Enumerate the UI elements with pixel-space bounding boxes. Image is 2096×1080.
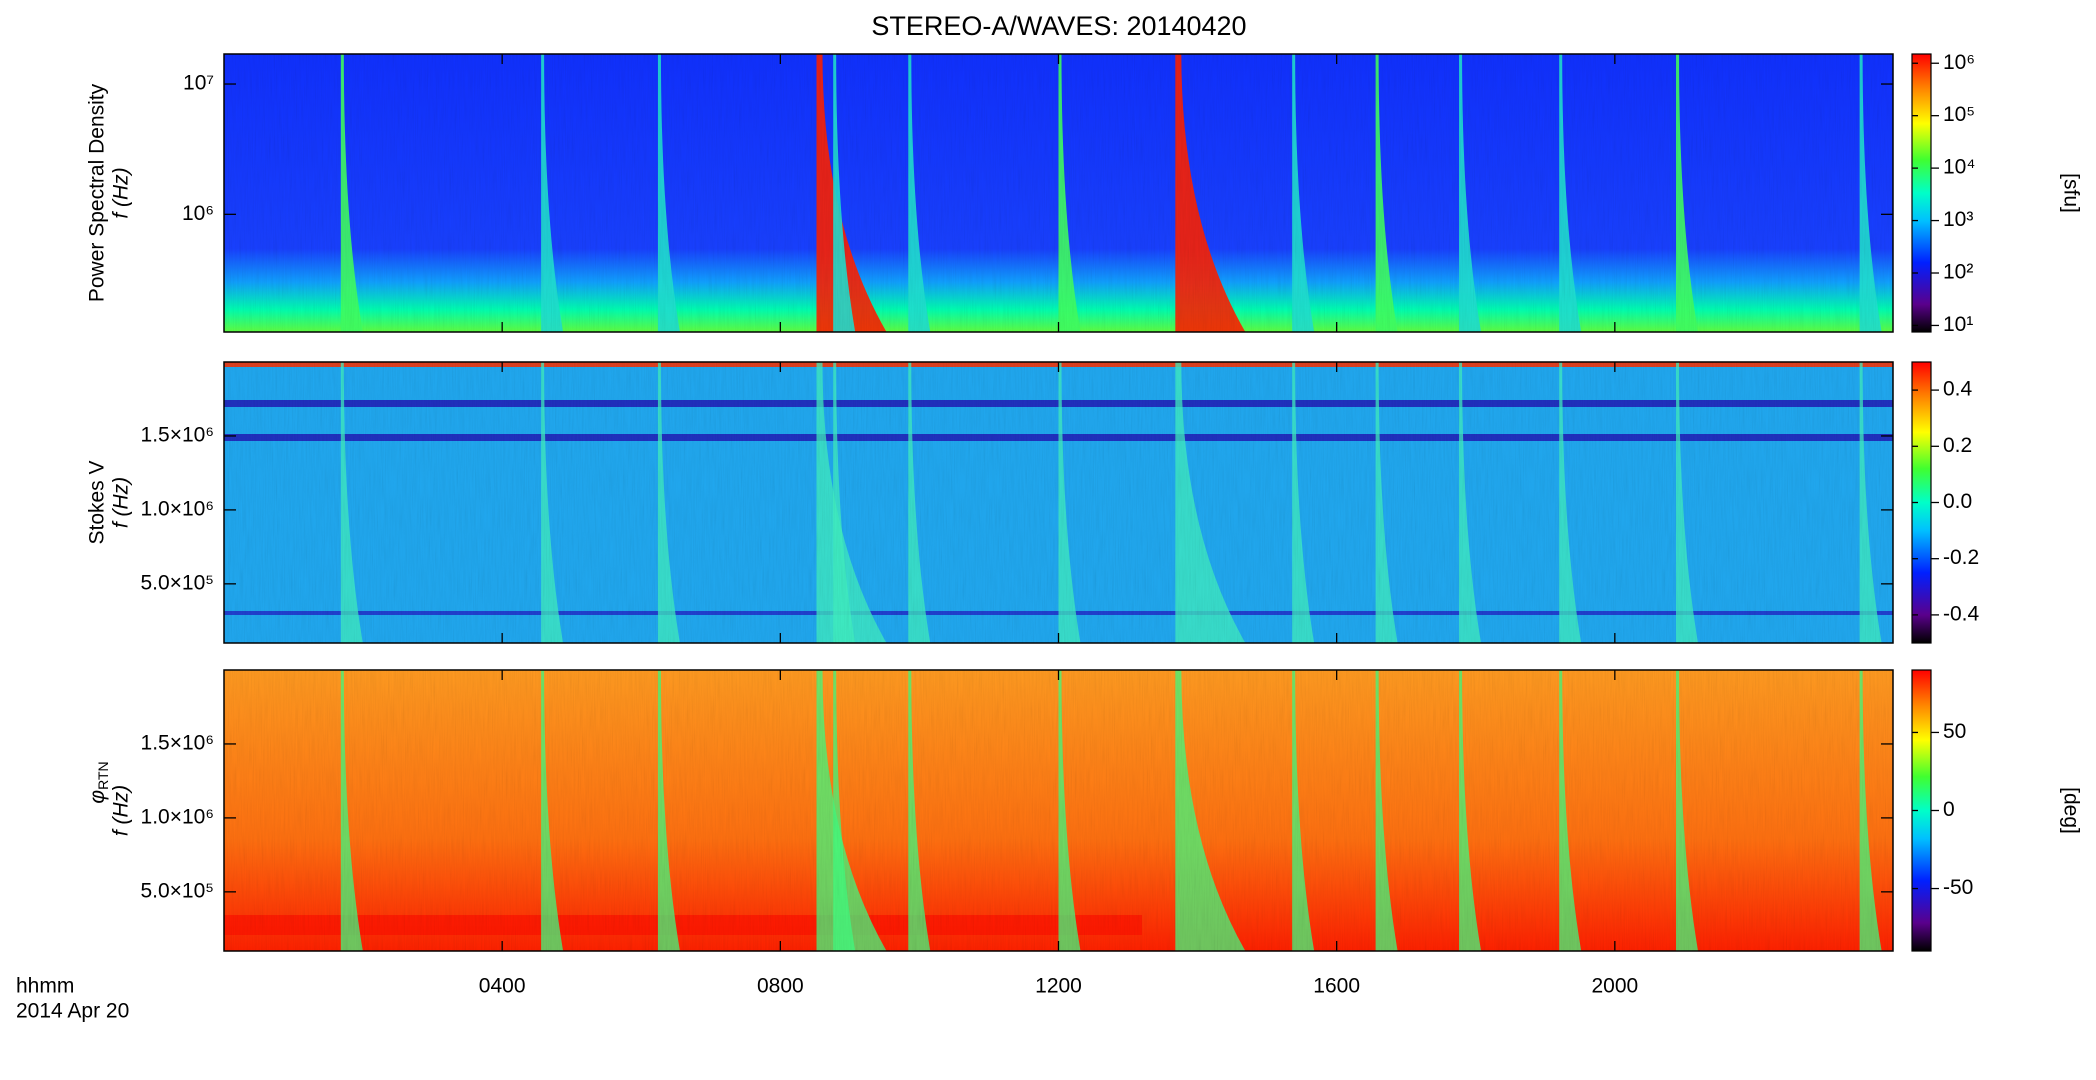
y-axis-symbol: φ xyxy=(86,790,109,804)
colorbar-label: [deg] xyxy=(2059,787,2082,834)
y-axis-unit: f (Hz) xyxy=(110,477,133,528)
texture xyxy=(224,54,1893,332)
y-axis-unit: f (Hz) xyxy=(110,167,133,218)
colorbar-tick-label: 0 xyxy=(1943,798,1955,821)
y-tick-label: 1.5×10⁶ xyxy=(141,423,214,446)
x-tick-label: 1200 xyxy=(1035,975,1082,998)
colorbar-tick-label: 10³ xyxy=(1943,208,1973,231)
y-tick-label: 1.5×10⁶ xyxy=(141,731,214,754)
colorbar-tick-label: 10⁴ xyxy=(1943,156,1975,179)
date-label: 2014 Apr 20 xyxy=(16,1000,129,1023)
y-axis-label: Stokes V xyxy=(86,460,109,544)
colorbar-label: [sfu] xyxy=(2059,173,2082,213)
spectrogram xyxy=(224,362,1893,643)
chart-title: STEREO-A/WAVES: 20140420 xyxy=(871,11,1246,41)
colorbar-tick-label: 0.4 xyxy=(1943,378,1973,401)
y-tick-label: 10⁷ xyxy=(183,72,214,95)
texture xyxy=(224,362,1893,643)
colorbar-tick-label: -50 xyxy=(1943,876,1973,899)
spectrogram xyxy=(224,670,1893,951)
spectrogram xyxy=(224,54,1893,332)
colorbar-tick-label: 10² xyxy=(1943,261,1973,284)
x-axis-label: hhmm xyxy=(16,975,74,998)
y-tick-label: 1.0×10⁶ xyxy=(141,497,214,520)
y-tick-label: 1.0×10⁶ xyxy=(141,805,214,828)
colorbar xyxy=(1911,53,1932,333)
colorbar-tick-label: -0.4 xyxy=(1943,602,1980,625)
y-axis-label: Power Spectral Density xyxy=(86,83,109,302)
colorbar-tick-label: 10⁵ xyxy=(1943,103,1975,126)
y-axis-subscript: RTN xyxy=(95,761,111,790)
x-tick-label: 0800 xyxy=(757,975,804,998)
texture xyxy=(224,670,1893,951)
colorbar-tick-label: 0.2 xyxy=(1943,434,1972,457)
colorbar-tick-label: -0.2 xyxy=(1943,546,1979,569)
colorbar-tick-label: 50 xyxy=(1943,720,1966,743)
y-tick-label: 10⁶ xyxy=(182,202,214,225)
x-tick-label: 1600 xyxy=(1313,975,1360,998)
colorbar-tick-label: 10¹ xyxy=(1943,313,1973,336)
x-tick-label: 2000 xyxy=(1591,975,1638,998)
y-axis-label: φRTN xyxy=(86,761,111,803)
colorbar-tick-label: 0.0 xyxy=(1943,490,1972,513)
colorbar-tick-label: 10⁶ xyxy=(1943,51,1975,74)
x-tick-label: 0400 xyxy=(479,975,526,998)
y-tick-label: 5.0×10⁵ xyxy=(140,571,214,594)
y-axis-unit: f (Hz) xyxy=(110,785,133,836)
y-tick-label: 5.0×10⁵ xyxy=(140,879,214,902)
